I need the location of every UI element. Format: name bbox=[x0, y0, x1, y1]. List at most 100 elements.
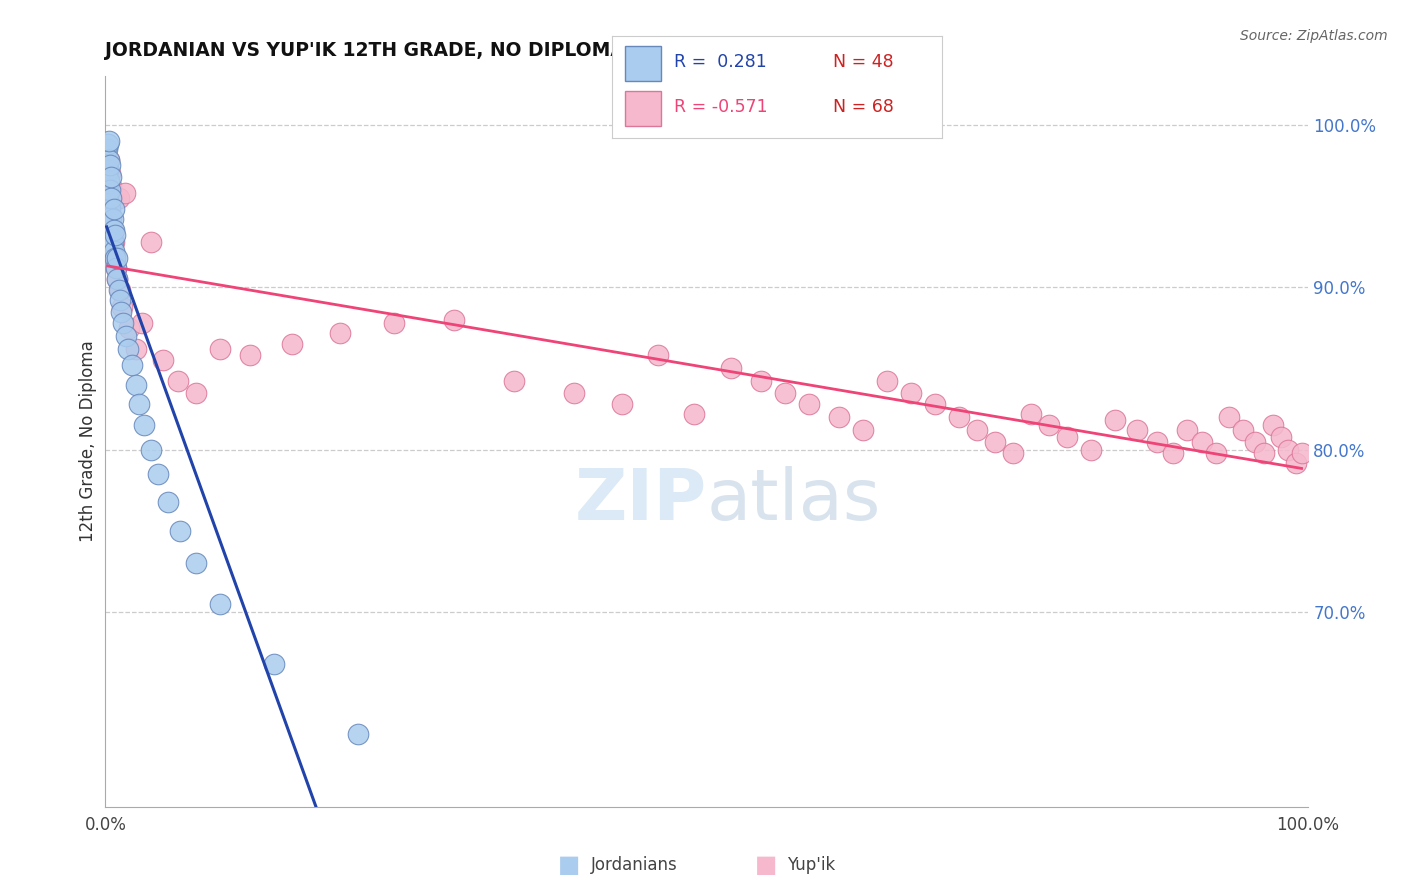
Text: R =  0.281: R = 0.281 bbox=[675, 54, 768, 71]
Point bbox=[924, 397, 946, 411]
Point bbox=[96, 142, 118, 156]
Point bbox=[1038, 418, 1060, 433]
Point bbox=[1126, 423, 1149, 437]
Point bbox=[1291, 446, 1313, 460]
Point bbox=[98, 166, 121, 180]
Y-axis label: 12th Grade, No Diploma: 12th Grade, No Diploma bbox=[79, 341, 97, 542]
Point bbox=[148, 467, 170, 481]
Point bbox=[139, 442, 162, 457]
Point bbox=[612, 397, 634, 411]
Text: ■: ■ bbox=[755, 854, 778, 877]
Point bbox=[900, 385, 922, 400]
Text: JORDANIAN VS YUP'IK 12TH GRADE, NO DIPLOMA CORRELATION CHART: JORDANIAN VS YUP'IK 12TH GRADE, NO DIPLO… bbox=[105, 41, 856, 61]
Point bbox=[98, 202, 121, 216]
Point bbox=[1104, 413, 1126, 427]
Bar bbox=[624, 45, 661, 81]
Point bbox=[184, 385, 207, 400]
Point bbox=[98, 174, 121, 188]
Point bbox=[1284, 456, 1306, 470]
Point bbox=[347, 727, 370, 741]
Point bbox=[105, 260, 128, 275]
Text: Yup'ik: Yup'ik bbox=[787, 856, 835, 874]
Point bbox=[97, 169, 120, 184]
Point bbox=[1146, 434, 1168, 449]
Point bbox=[1056, 430, 1078, 444]
Point bbox=[117, 342, 139, 356]
Text: Source: ZipAtlas.com: Source: ZipAtlas.com bbox=[1240, 29, 1388, 43]
Point bbox=[1002, 446, 1025, 460]
Point bbox=[984, 434, 1007, 449]
Point bbox=[720, 361, 742, 376]
Point bbox=[100, 231, 122, 245]
Point bbox=[208, 342, 231, 356]
Point bbox=[100, 191, 122, 205]
Point bbox=[124, 377, 146, 392]
Point bbox=[1019, 407, 1042, 421]
Point bbox=[97, 137, 120, 152]
Point bbox=[152, 353, 174, 368]
Point bbox=[124, 342, 146, 356]
Point bbox=[103, 235, 125, 249]
Point bbox=[876, 375, 898, 389]
Point bbox=[169, 524, 191, 538]
Point bbox=[110, 304, 132, 318]
Text: atlas: atlas bbox=[707, 466, 882, 534]
Point bbox=[329, 326, 352, 340]
Point bbox=[103, 223, 125, 237]
Point bbox=[1191, 434, 1213, 449]
Point bbox=[647, 348, 669, 362]
Point bbox=[1218, 410, 1240, 425]
Text: R = -0.571: R = -0.571 bbox=[675, 98, 768, 117]
Point bbox=[966, 423, 988, 437]
Point bbox=[1205, 446, 1227, 460]
Point bbox=[96, 166, 118, 180]
Point bbox=[98, 199, 121, 213]
Point bbox=[828, 410, 851, 425]
Text: Jordanians: Jordanians bbox=[591, 856, 678, 874]
Point bbox=[683, 407, 706, 421]
Point bbox=[103, 202, 125, 216]
Point bbox=[208, 597, 231, 611]
Point bbox=[382, 316, 405, 330]
Point bbox=[108, 284, 131, 298]
Text: ZIP: ZIP bbox=[574, 466, 707, 534]
Point bbox=[184, 557, 207, 571]
Point bbox=[104, 251, 127, 265]
Point bbox=[101, 223, 124, 237]
Point bbox=[97, 207, 120, 221]
Text: ■: ■ bbox=[558, 854, 581, 877]
Point bbox=[101, 235, 124, 249]
Point bbox=[1243, 434, 1265, 449]
Point bbox=[1080, 442, 1102, 457]
Point bbox=[797, 397, 820, 411]
Point bbox=[98, 183, 121, 197]
Point bbox=[115, 329, 138, 343]
Point bbox=[108, 293, 131, 307]
Point bbox=[97, 163, 120, 178]
Point bbox=[98, 215, 121, 229]
Point bbox=[98, 153, 121, 168]
Point bbox=[1175, 423, 1198, 437]
Point bbox=[101, 191, 124, 205]
Point bbox=[107, 284, 129, 298]
Point bbox=[98, 195, 121, 210]
Point bbox=[96, 191, 118, 205]
Text: N = 68: N = 68 bbox=[832, 98, 894, 117]
Point bbox=[118, 320, 141, 334]
Point bbox=[105, 260, 128, 275]
Point bbox=[1277, 442, 1299, 457]
Point bbox=[98, 134, 121, 148]
Point bbox=[104, 247, 127, 261]
Point bbox=[103, 244, 125, 259]
Point bbox=[166, 375, 188, 389]
Point bbox=[281, 337, 304, 351]
Bar bbox=[624, 91, 661, 126]
Point bbox=[98, 153, 121, 168]
Point bbox=[1261, 418, 1284, 433]
Point bbox=[1253, 446, 1275, 460]
Point bbox=[132, 418, 155, 433]
Point bbox=[100, 211, 122, 225]
Point bbox=[948, 410, 970, 425]
Point bbox=[1161, 446, 1184, 460]
Text: N = 48: N = 48 bbox=[832, 54, 894, 71]
